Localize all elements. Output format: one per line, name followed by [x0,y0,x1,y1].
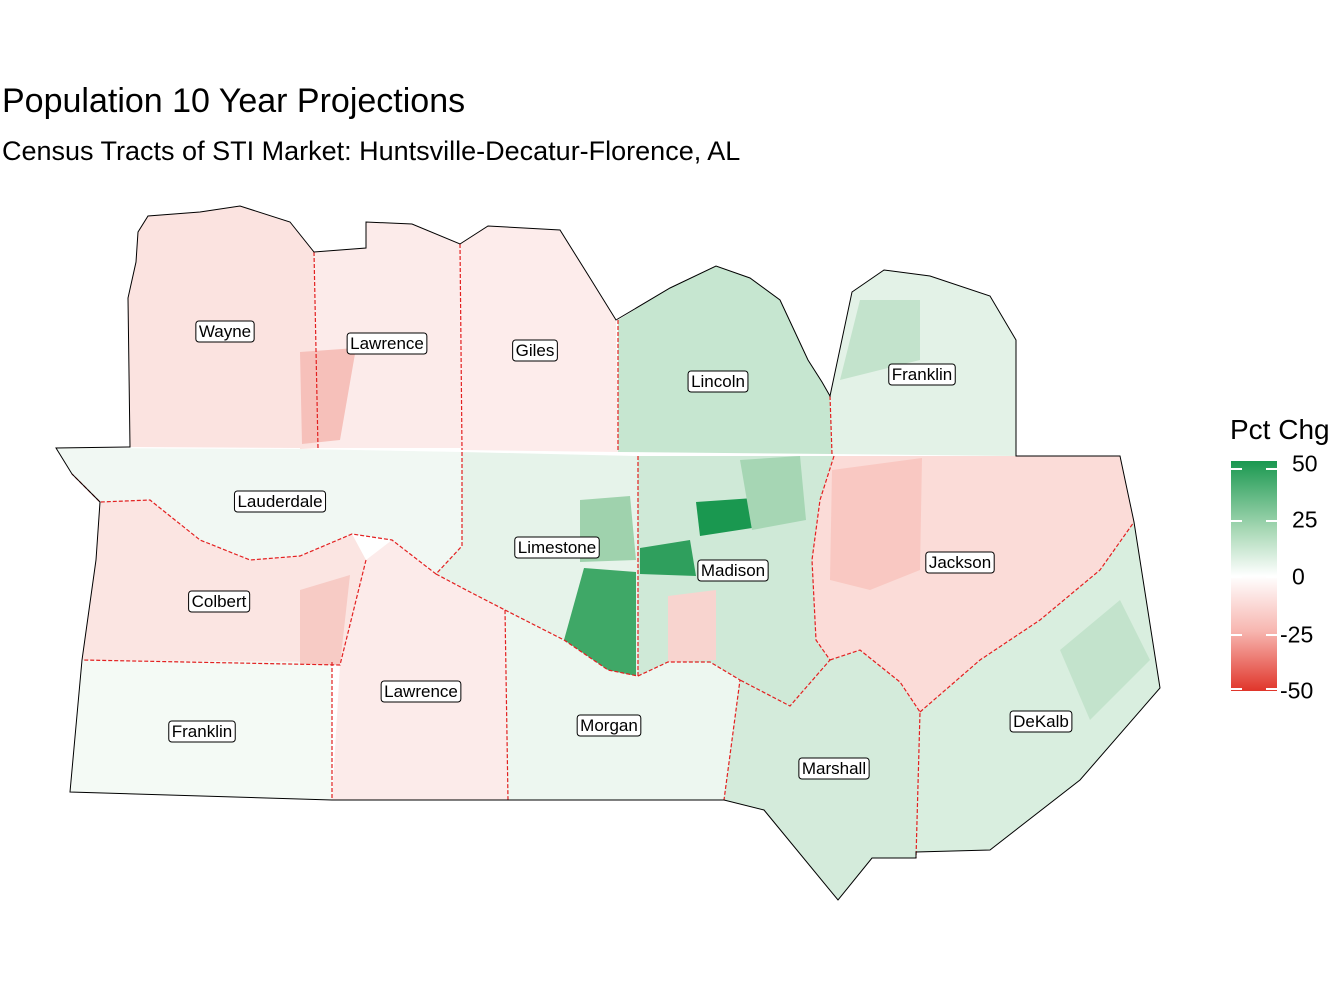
county-label-text: Madison [701,561,765,580]
county-label-lincoln: Lincoln [687,370,749,393]
tract-highgrowth-1 [696,498,754,536]
county-label-text: Lawrence [384,682,458,701]
legend-tick-mark [1231,688,1242,690]
legend-tick-mark [1266,634,1277,636]
county-label-text: Limestone [518,538,596,557]
legend-title: Pct Chg [1230,414,1330,445]
legend-tick-mark [1266,468,1277,470]
county-label-box [687,370,749,393]
legend-tick-mark [1231,468,1242,470]
county-label-box [514,536,600,559]
tract-growth-7 [840,300,920,380]
legend-tick-mark [1266,520,1277,522]
county-label-text: Franklin [892,365,952,384]
county-label-box [168,720,236,743]
legend-tick-mark [1266,688,1277,690]
tract-growth-6 [1060,600,1150,720]
county-label-box [512,339,558,362]
county-label-box [346,332,428,355]
legend-tick-mark [1266,576,1277,578]
legend-tick-label: 25 [1292,506,1318,533]
legend-tick-mark [1231,520,1242,522]
county-label-marshall: Marshall [798,757,870,780]
county-label-text: Morgan [580,716,638,735]
county-label-text: Lawrence [350,334,424,353]
county-label-madison: Madison [697,559,769,582]
county-label-jackson: Jackson [925,551,995,574]
county-label-text: DeKalb [1013,712,1069,731]
legend-tick-label: -25 [1280,621,1314,648]
county-label-wayne: Wayne [195,320,255,343]
county-label-morgan: Morgan [576,714,642,737]
county-labels: Wayne Lawrence Giles Lincoln Franklin Lauderd… [168,320,1073,780]
county-label-limestone: Limestone [514,536,600,559]
tract-highgrowth-3 [640,540,696,576]
county-label-lauderdale: Lauderdale [233,490,327,513]
county-label-box [380,680,462,703]
county-label-box [888,363,956,386]
county-label-box [1009,710,1073,733]
county-label-box [697,559,769,582]
county-region-giles [460,226,618,452]
county-label-giles: Giles [512,339,558,362]
county-label-text: Marshall [802,759,866,778]
county-region-colbert [82,500,366,665]
county-label-dekalb: DeKalb [1009,710,1073,733]
tract-decline-3 [300,575,350,665]
tract-growth-5 [740,456,806,530]
county-label-box [798,757,870,780]
county-label-lawrence: Lawrence [380,680,462,703]
legend-tick-label: -50 [1280,677,1314,704]
tract-highgrowth-2 [564,568,636,676]
county-region-dekalb [916,522,1160,852]
county-borders [71,243,1135,859]
county-region-lawrence-al [332,540,508,800]
legend-tick-mark [1231,576,1242,578]
county-label-text: Jackson [929,553,991,572]
legend-tick-mark [1231,634,1242,636]
county-label-box [576,714,642,737]
county-label-box [188,590,251,613]
tract-decline-4 [668,590,716,662]
county-region-morgan [505,610,740,800]
page-subtitle: Census Tracts of STI Market: Huntsville-… [2,136,741,166]
market-outline [55,205,1161,901]
county-label-text: Franklin [172,722,232,741]
county-label-text: Giles [516,341,555,360]
tract-decline-2 [830,458,922,590]
county-label-box [925,551,995,574]
page-title: Population 10 Year Projections [2,82,466,120]
county-label-lawrence: Lawrence [346,332,428,355]
county-label-box [195,320,255,343]
county-label-text: Lauderdale [237,492,322,511]
legend-tick-label: 50 [1292,450,1318,477]
county-label-box [233,490,327,513]
county-label-colbert: Colbert [188,590,251,613]
tract-decline-1 [300,348,356,444]
legend-tick-label: 0 [1292,563,1305,590]
county-label-text: Wayne [199,322,251,341]
county-label-text: Lincoln [691,372,745,391]
county-label-franklin: Franklin [168,720,236,743]
county-label-text: Colbert [192,592,247,611]
county-region-lincoln [618,266,832,454]
county-label-franklin: Franklin [888,363,956,386]
